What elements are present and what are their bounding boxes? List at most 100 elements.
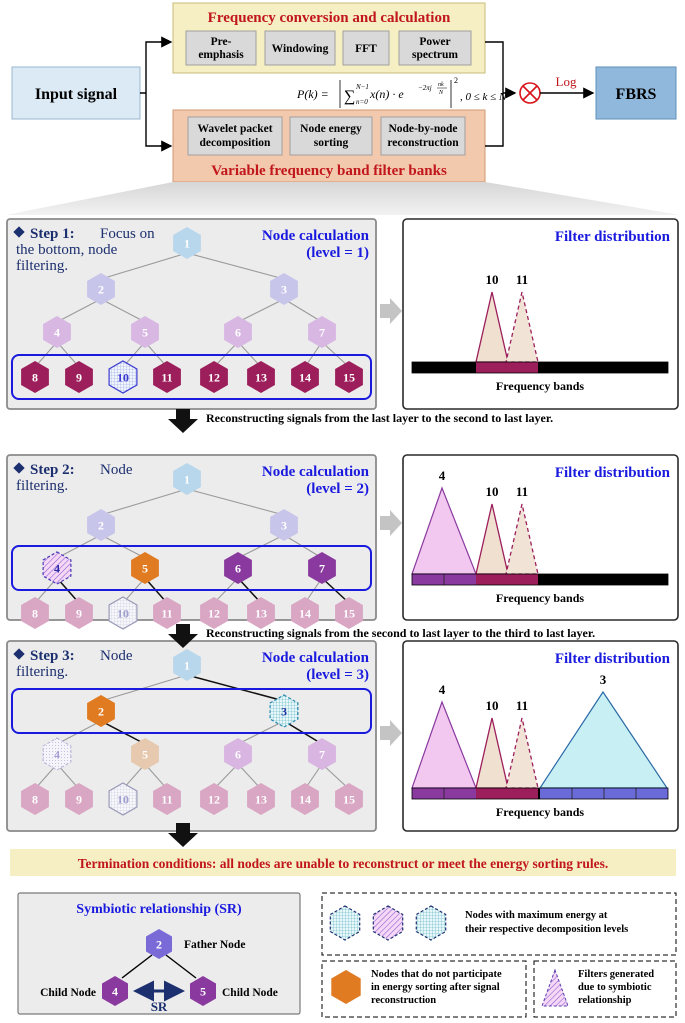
- node-8-label: 8: [32, 607, 38, 621]
- frequency-band-outline: [411, 787, 669, 800]
- selected-level-frame: [11, 354, 372, 400]
- sr-child-left-number: 4: [112, 985, 118, 999]
- transition-arrow-icon: [168, 409, 198, 433]
- node-13-hexagon: [247, 783, 275, 815]
- node-15-hexagon: [335, 597, 363, 629]
- node-3-label: 3: [281, 283, 287, 297]
- node-14-label: 14: [299, 607, 311, 621]
- termination-text: Termination conditions: all nodes are un…: [78, 856, 608, 871]
- legend-no-participate-box: [321, 960, 527, 1018]
- sr-edge: [121, 954, 153, 979]
- formula-exponent: −2πj: [418, 84, 432, 92]
- sr-father-label: Father Node: [184, 939, 245, 951]
- selected-level-frame: [11, 688, 372, 734]
- formula-lhs: P(k) =: [296, 87, 329, 101]
- node-5-hexagon: [131, 316, 159, 348]
- node-2-label: 2: [98, 519, 104, 533]
- node-7-label: 7: [319, 748, 325, 762]
- formula-range: , 0 ≤ k ≤ N: [460, 91, 507, 103]
- legend-max-energy-box: [321, 892, 677, 956]
- node-3-hexagon: [269, 694, 299, 728]
- sr-child-right-label: Child Node: [222, 987, 278, 999]
- node-14-label: 14: [299, 371, 311, 385]
- node-calculation-level: (level = 2): [306, 481, 369, 497]
- node-12-hexagon: [200, 597, 228, 629]
- sr-father-hexagon: [146, 929, 172, 959]
- legend-no-participate-line2: in energy sorting after signal: [371, 982, 500, 993]
- node-6-label: 6: [235, 748, 241, 762]
- panel-arrow-icon: [380, 510, 402, 536]
- node-11-hexagon: [153, 361, 181, 393]
- band-segment: [506, 574, 538, 585]
- node-9-label: 9: [76, 793, 82, 807]
- node-6-hexagon: [224, 552, 252, 584]
- node-11-label: 11: [161, 371, 172, 385]
- node-9-hexagon: [65, 361, 93, 393]
- node-9-label: 9: [76, 371, 82, 385]
- band-segment: [476, 574, 508, 585]
- formula-sum-lower: n=0: [356, 98, 368, 106]
- legend-symbiotic-filter-box: [533, 960, 677, 1018]
- step-title-text: the bottom, node: [16, 242, 118, 258]
- node-7-hexagon: [308, 738, 336, 770]
- vf-step-label: Node energy: [300, 123, 362, 135]
- sr-father-number: 2: [156, 938, 162, 952]
- frequency-bands-label: Frequency bands: [496, 591, 584, 605]
- legend-symbiotic-filter-line1: Filters generated: [578, 969, 654, 980]
- tree-edge: [186, 488, 285, 516]
- tree-edge: [237, 298, 285, 323]
- node-5-hexagon: [131, 738, 159, 770]
- termination-arrow-icon: [168, 823, 198, 847]
- node-4-label: 4: [54, 326, 60, 340]
- formula-square: 2: [454, 76, 458, 85]
- sr-edge: [165, 954, 197, 979]
- frequency-bands-label: Frequency bands: [496, 805, 584, 819]
- tree-edge: [186, 252, 285, 280]
- node-8-hexagon: [21, 361, 49, 393]
- filter-banks-steps: Wavelet packet decomposition Node energy so…: [187, 116, 466, 156]
- node-6-hexagon: [224, 316, 252, 348]
- node-7-hexagon: [308, 552, 336, 584]
- band-segment: [476, 788, 508, 799]
- node-3-hexagon: [270, 509, 298, 541]
- node-4-hexagon: [42, 551, 72, 585]
- filter-distribution-title: Filter distribution: [555, 651, 671, 667]
- node-1-hexagon: [173, 227, 201, 259]
- node-5-label: 5: [142, 326, 148, 340]
- node-8-label: 8: [32, 793, 38, 807]
- fc-step-box: [398, 30, 472, 66]
- legend-symbiotic-filter-line3: relationship: [578, 995, 632, 1006]
- vf-step-label: sorting: [314, 137, 349, 149]
- step-1-tree-panel: [6, 218, 377, 410]
- sr-title: Symbiotic relationship (SR): [76, 902, 242, 917]
- node-8-hexagon: [21, 597, 49, 629]
- transition-text: Reconstructing signals from the second t…: [206, 626, 595, 640]
- tree-edge: [321, 763, 350, 790]
- sr-child-left-label: Child Node: [40, 987, 96, 999]
- node-8-hexagon: [21, 783, 49, 815]
- node-calculation-level: (level = 3): [306, 667, 369, 683]
- node-9-label: 9: [76, 607, 82, 621]
- input-signal-box: [11, 66, 141, 120]
- node-14-label: 14: [299, 793, 311, 807]
- step-title-text: Node: [100, 648, 133, 664]
- node-7-label: 7: [319, 562, 325, 576]
- input-split-connector: [140, 41, 170, 147]
- node-1-hexagon: [173, 463, 201, 495]
- panel-arrow-icon: [380, 298, 402, 324]
- filter-4-label: 4: [439, 468, 446, 483]
- node-10-hexagon: [108, 596, 138, 630]
- node-12-label: 12: [208, 371, 220, 385]
- legend-no-participate-line3: reconstruction: [371, 995, 436, 1006]
- node-12-label: 12: [208, 793, 220, 807]
- legend: Symbiotic relationship (SR) 2 Father Node…: [17, 892, 677, 1018]
- node-12-hexagon: [200, 361, 228, 393]
- tree-edge: [144, 763, 168, 790]
- transition-arrow-icon: [168, 624, 198, 648]
- sr-child-left-hexagon: [102, 976, 128, 1006]
- sr-arrow-label: SR: [151, 999, 168, 1014]
- filter-distribution-title: Filter distribution: [555, 465, 671, 481]
- node-11-hexagon: [153, 783, 181, 815]
- node-7-label: 7: [319, 326, 325, 340]
